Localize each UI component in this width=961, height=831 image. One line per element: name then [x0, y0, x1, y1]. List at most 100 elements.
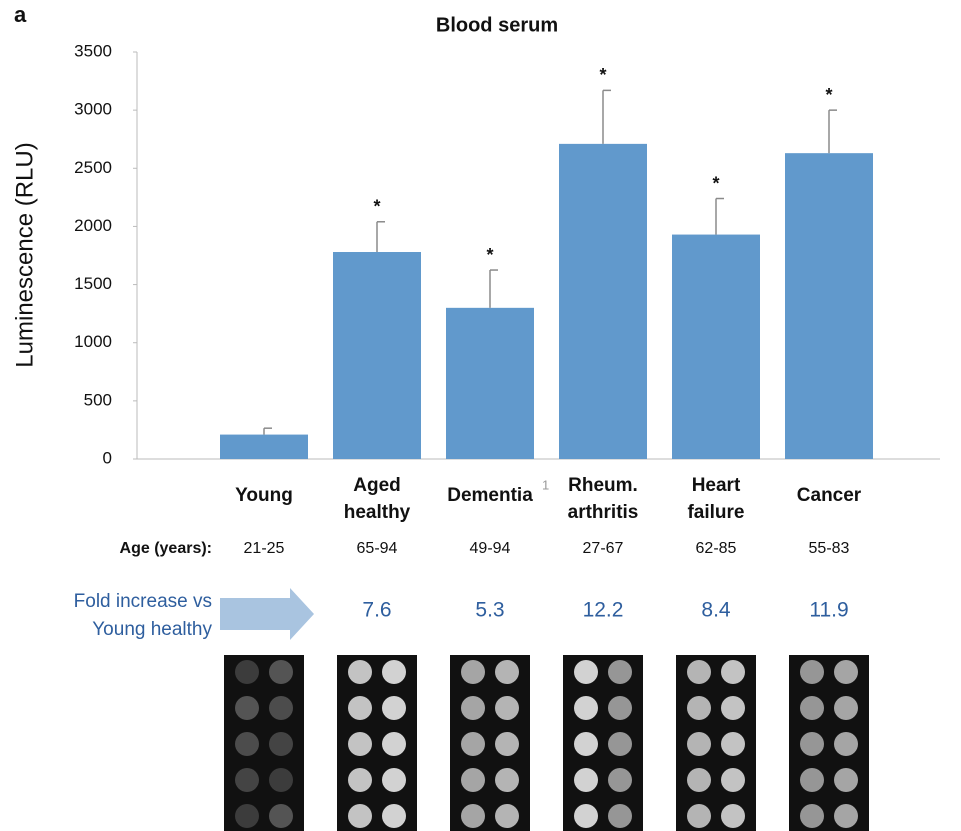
- age-value: 62-85: [696, 540, 737, 557]
- blot-dot: [608, 732, 632, 756]
- fold-value: 7.6: [362, 599, 391, 622]
- blot-dot: [495, 696, 519, 720]
- blot-dot: [269, 732, 293, 756]
- figure: a Blood serum Luminescence (RLU) Age (ye…: [0, 0, 961, 831]
- y-tick-label: 1500: [74, 274, 112, 293]
- blot-dot: [721, 696, 745, 720]
- blot-dot: [348, 660, 372, 684]
- age-value: 21-25: [244, 540, 285, 557]
- y-tick-label: 2500: [74, 158, 112, 177]
- blot-dot: [382, 660, 406, 684]
- blot-dot: [348, 804, 372, 828]
- blot-dot: [608, 696, 632, 720]
- bar: [559, 144, 647, 459]
- blot-dot: [461, 660, 485, 684]
- dot-blot: [337, 655, 417, 831]
- blot-dot: [495, 732, 519, 756]
- age-value: 65-94: [357, 540, 398, 557]
- dot-blot: [563, 655, 643, 831]
- age-value: 49-94: [470, 540, 511, 557]
- blot-dot: [834, 732, 858, 756]
- blot-dot: [269, 660, 293, 684]
- fold-value: 5.3: [475, 599, 504, 622]
- blot-dot: [834, 696, 858, 720]
- blot-dot: [235, 696, 259, 720]
- fold-value: 11.9: [809, 599, 848, 622]
- x-tick-label: Rheum.arthritis: [568, 475, 639, 523]
- blot-dot: [608, 660, 632, 684]
- blot-dot: [461, 804, 485, 828]
- blot-dot: [834, 804, 858, 828]
- age-value: 27-67: [583, 540, 624, 557]
- blot-dot: [574, 732, 598, 756]
- blot-dot: [800, 660, 824, 684]
- y-tick-label: 3000: [74, 100, 112, 119]
- blot-dot: [382, 768, 406, 792]
- dot-blot: [224, 655, 304, 831]
- blot-dot: [574, 660, 598, 684]
- y-tick-label: 1000: [74, 332, 112, 351]
- blot-dot: [235, 732, 259, 756]
- blot-dot: [800, 804, 824, 828]
- blot-dot: [461, 768, 485, 792]
- blot-dot: [348, 768, 372, 792]
- blot-dot: [382, 732, 406, 756]
- bar: [785, 153, 873, 459]
- y-tick-label: 3500: [74, 41, 112, 60]
- annotation: 1: [542, 477, 549, 492]
- blot-dot: [608, 768, 632, 792]
- blot-dot: [382, 696, 406, 720]
- blot-dot: [574, 696, 598, 720]
- blot-dot: [721, 804, 745, 828]
- blot-dot: [834, 768, 858, 792]
- blot-dot: [721, 660, 745, 684]
- x-tick-label: Young: [235, 485, 293, 506]
- age-row-label: Age (years):: [120, 540, 212, 557]
- blot-dot: [800, 768, 824, 792]
- y-tick-label: 0: [103, 448, 112, 467]
- blot-dot: [235, 768, 259, 792]
- dot-blot: [789, 655, 869, 831]
- significance-star: *: [599, 65, 606, 85]
- blot-dot: [687, 660, 711, 684]
- blot-dot: [721, 768, 745, 792]
- blot-dot: [687, 732, 711, 756]
- blot-dot: [495, 660, 519, 684]
- blot-dot: [269, 768, 293, 792]
- significance-star: *: [712, 173, 719, 193]
- blot-dot: [495, 804, 519, 828]
- blot-dot: [269, 804, 293, 828]
- fold-label: Young healthy: [92, 619, 212, 640]
- dot-blot: [676, 655, 756, 831]
- blot-dot: [687, 768, 711, 792]
- blot-dot: [834, 660, 858, 684]
- significance-star: *: [486, 245, 493, 265]
- blot-dot: [495, 768, 519, 792]
- blot-dot: [461, 732, 485, 756]
- x-tick-label: Dementia: [447, 485, 533, 506]
- panel-label: a: [14, 2, 27, 27]
- blot-dot: [235, 804, 259, 828]
- age-value: 55-83: [809, 540, 850, 557]
- blot-dot: [574, 768, 598, 792]
- x-tick-label: Cancer: [797, 485, 862, 506]
- blot-dot: [348, 696, 372, 720]
- arrow: [220, 588, 314, 640]
- blot-dot: [721, 732, 745, 756]
- fold-label: Fold increase vs: [74, 591, 212, 612]
- dot-blot: [450, 655, 530, 831]
- blot-dot: [687, 696, 711, 720]
- bar: [446, 308, 534, 459]
- blot-dot: [574, 804, 598, 828]
- bar: [220, 435, 308, 459]
- blot-dot: [269, 696, 293, 720]
- blot-dot: [687, 804, 711, 828]
- blot-dot: [608, 804, 632, 828]
- blot-dot: [461, 696, 485, 720]
- chart-title: Blood serum: [436, 14, 558, 36]
- bar: [333, 252, 421, 459]
- significance-star: *: [373, 197, 380, 217]
- blot-dot: [382, 804, 406, 828]
